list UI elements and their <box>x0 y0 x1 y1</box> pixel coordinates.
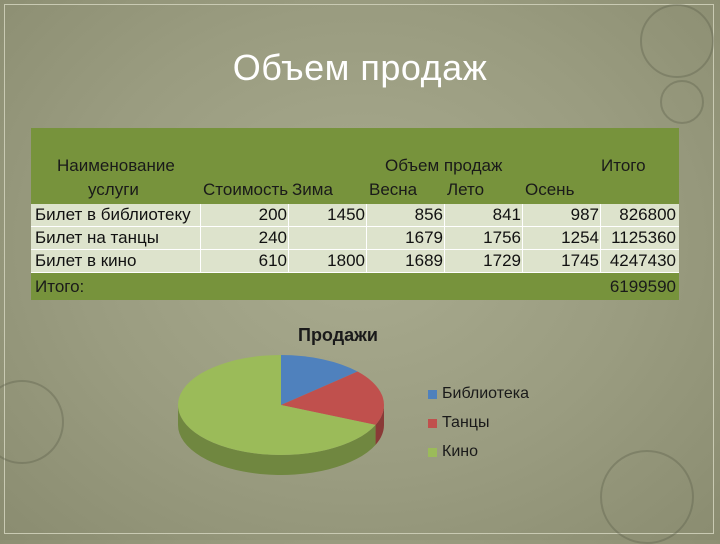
legend-swatch <box>428 390 437 399</box>
pie-chart-svg <box>178 355 384 475</box>
cell-autumn: 987 <box>570 205 599 224</box>
cell-cost: 200 <box>258 205 287 224</box>
cell-spring: 1679 <box>405 228 443 247</box>
table-header: Наименование услуги Стоимость Объем прод… <box>31 128 679 204</box>
cell-total: 1125360 <box>611 228 676 247</box>
header-winter: Зима <box>292 180 333 199</box>
cell-autumn: 1745 <box>561 251 599 270</box>
grand-total-label: Итого: <box>35 277 85 296</box>
pie-side-Кино <box>178 405 376 475</box>
header-service-line1: Наименование <box>57 156 175 175</box>
legend-label: Танцы <box>442 414 490 431</box>
column-divider <box>200 204 201 272</box>
cell-winter: 1450 <box>327 205 365 224</box>
cell-service: Билет на танцы <box>35 228 159 247</box>
cell-total: 826800 <box>619 205 676 224</box>
cell-cost: 240 <box>258 228 287 247</box>
header-spring: Весна <box>369 180 418 199</box>
table-total-row: Итого: 6199590 <box>31 273 679 300</box>
legend-label: Библиотека <box>442 385 529 402</box>
cell-service: Билет в кино <box>35 251 137 270</box>
header-cost: Стоимость <box>203 180 289 199</box>
cell-spring: 856 <box>414 205 443 224</box>
column-divider <box>522 204 523 272</box>
cell-winter: 1800 <box>327 251 365 270</box>
column-divider <box>444 204 445 272</box>
table-row: Билет на танцы 240 1679 1756 1254 112536… <box>31 227 679 250</box>
pie-slice-Библиотека <box>281 355 358 405</box>
chart-title: Продажи <box>298 325 378 345</box>
slide-frame <box>4 4 714 534</box>
column-divider <box>600 204 601 272</box>
legend-swatch <box>428 448 437 457</box>
table-row: Билет в библиотеку 200 1450 856 841 987 … <box>31 204 679 227</box>
sales-table: Наименование услуги Стоимость Объем прод… <box>31 128 679 300</box>
cell-autumn: 1254 <box>561 228 599 247</box>
sales-pie-chart: Продажи Библиотека Танцы Кино <box>168 320 568 500</box>
decorative-swirl <box>640 4 714 78</box>
cell-spring: 1689 <box>405 251 443 270</box>
legend-swatch <box>428 419 437 428</box>
cell-summer: 1729 <box>483 251 521 270</box>
header-summer: Лето <box>447 180 485 199</box>
pie-side-Танцы <box>375 405 384 445</box>
pie-slice-Танцы <box>281 371 384 425</box>
header-total: Итого <box>601 156 646 175</box>
cell-service: Билет в библиотеку <box>35 205 191 224</box>
grand-total-value: 6199590 <box>609 277 676 296</box>
cell-summer: 1756 <box>483 228 521 247</box>
header-autumn: Осень <box>525 180 575 199</box>
slide-title: Объем продаж <box>232 47 488 88</box>
header-service-line2: услуги <box>88 180 139 199</box>
column-divider <box>288 204 289 272</box>
cell-total: 4247430 <box>609 251 676 270</box>
cell-cost: 610 <box>258 251 287 270</box>
decorative-swirl <box>600 450 694 544</box>
cell-winter <box>289 227 365 249</box>
decorative-swirl <box>660 80 704 124</box>
header-sales-group: Объем продаж <box>385 156 503 175</box>
legend-label: Кино <box>442 443 478 460</box>
table-body: Билет в библиотеку 200 1450 856 841 987 … <box>31 204 679 273</box>
column-divider <box>366 204 367 272</box>
table-row: Билет в кино 610 1800 1689 1729 1745 424… <box>31 250 679 273</box>
pie-slice-Кино <box>178 355 376 455</box>
cell-summer: 841 <box>492 205 521 224</box>
